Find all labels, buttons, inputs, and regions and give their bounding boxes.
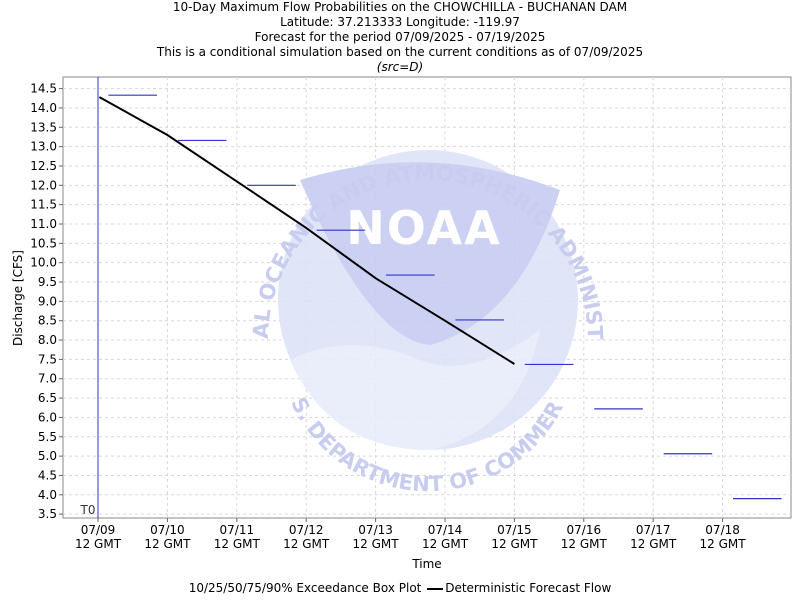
y-tick-label: 14.0: [30, 101, 57, 115]
chart-location: Latitude: 37.213333 Longitude: -119.97: [280, 15, 520, 29]
y-tick-label: 9.5: [38, 275, 57, 289]
y-tick-label: 5.0: [38, 449, 57, 463]
x-tick-date: 07/13: [358, 523, 393, 537]
x-tick-time: 12 GMT: [214, 537, 261, 551]
x-tick-time: 12 GMT: [144, 537, 191, 551]
y-tick-label: 13.5: [30, 120, 57, 134]
y-tick-label: 5.5: [38, 430, 57, 444]
chart-condition-note: This is a conditional simulation based o…: [156, 45, 644, 59]
y-tick-label: 4.5: [38, 468, 57, 482]
y-tick-label: 10.0: [30, 256, 57, 270]
noaa-logo-text: NOAA: [346, 201, 502, 255]
y-tick-label: 6.5: [38, 391, 57, 405]
x-tick-date: 07/17: [636, 523, 671, 537]
x-tick-date: 07/12: [289, 523, 324, 537]
noaa-emblem-wave: [290, 330, 540, 450]
x-tick-date: 07/11: [220, 523, 255, 537]
x-tick-date: 07/09: [81, 523, 116, 537]
y-axis: 3.5 4.0 4.5 5.0 5.5 6.0 6.5 7.0 7.5 8.0 8.5 9.0 9.5 1…: [30, 82, 63, 521]
y-tick-label: 10.5: [30, 236, 57, 250]
grid-lines: [63, 77, 791, 518]
legend-deterministic-swatch: [427, 587, 444, 590]
x-tick-time: 12 GMT: [561, 537, 608, 551]
x-tick-time: 12 GMT: [491, 537, 538, 551]
y-tick-label: 8.5: [38, 314, 57, 328]
chart-titles: 10-Day Maximum Flow Probabilities on the…: [0, 0, 800, 75]
y-tick-label: 12.0: [30, 178, 57, 192]
chart-source: (src=D): [376, 60, 424, 74]
chart-period: Forecast for the period 07/09/2025 - 07/…: [254, 30, 546, 44]
y-tick-label: 9.0: [38, 294, 57, 308]
x-tick-date: 07/15: [497, 523, 532, 537]
legend-box-plot-label: 10/25/50/75/90% Exceedance Box Plot: [188, 581, 422, 595]
x-tick-time: 12 GMT: [75, 537, 122, 551]
x-tick-time: 12 GMT: [630, 537, 677, 551]
y-tick-label: 3.5: [38, 507, 57, 521]
noaa-emblem-bird: [300, 162, 560, 345]
y-tick-label: 13.0: [30, 140, 57, 154]
chart-legend: 10/25/50/75/90% Exceedance Box Plot Dete…: [0, 580, 800, 596]
deterministic-flow-line: [98, 96, 515, 365]
box-plot-series: [108, 94, 782, 500]
x-tick-time: 12 GMT: [353, 537, 400, 551]
y-tick-label: 11.5: [30, 198, 57, 212]
x-axis-label: Time: [411, 557, 441, 571]
x-tick-date: 07/10: [150, 523, 185, 537]
t0-label: T0: [80, 503, 96, 517]
y-tick-label: 11.0: [30, 217, 57, 231]
chart-title: 10-Day Maximum Flow Probabilities on the…: [172, 0, 628, 14]
x-tick-time: 12 GMT: [283, 537, 330, 551]
legend-deterministic-label: Deterministic Forecast Flow: [445, 581, 612, 595]
x-tick-date: 07/14: [428, 523, 463, 537]
x-tick-time: 12 GMT: [700, 537, 747, 551]
x-tick-date: 07/18: [705, 523, 740, 537]
y-tick-label: 7.5: [38, 352, 57, 366]
x-tick-date: 07/16: [567, 523, 602, 537]
y-tick-label: 14.5: [30, 82, 57, 96]
x-tick-time: 12 GMT: [422, 537, 469, 551]
y-tick-label: 8.0: [38, 333, 57, 347]
y-tick-label: 6.0: [38, 410, 57, 424]
y-tick-label: 7.0: [38, 372, 57, 386]
y-axis-label: Discharge [CFS]: [11, 250, 25, 346]
y-tick-label: 4.0: [38, 488, 57, 502]
y-tick-label: 12.5: [30, 159, 57, 173]
deterministic-series: [98, 96, 515, 365]
